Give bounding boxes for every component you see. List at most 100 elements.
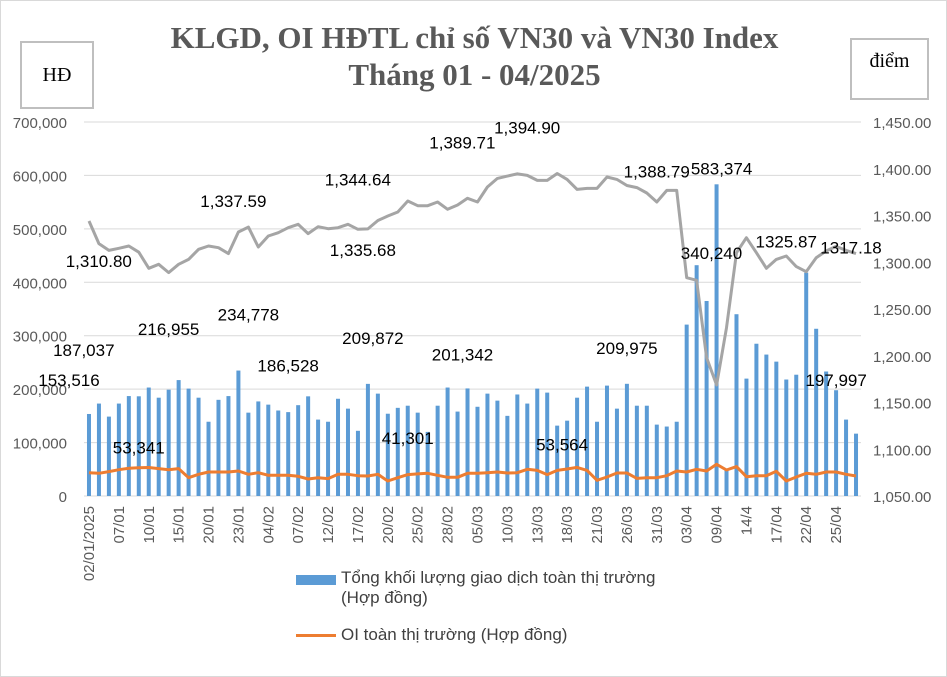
volume-bar <box>714 184 719 497</box>
legend-volume-line2: (Hợp đồng) <box>341 588 428 607</box>
volume-bar <box>385 413 390 496</box>
volume-bar <box>196 397 201 496</box>
x-tick-label: 02/01/2025 <box>81 506 98 581</box>
volume-bar <box>206 421 211 496</box>
volume-bar <box>445 387 450 496</box>
x-tick-label: 09/04 <box>709 506 726 544</box>
volume-bar <box>216 399 221 496</box>
volume-bar <box>694 265 699 496</box>
data-label: 53,564 <box>536 435 588 454</box>
volume-bar <box>345 408 350 496</box>
legend-label-volume: Tổng khối lượng giao dịch toàn thị trườn… <box>341 568 655 608</box>
volume-bar <box>545 392 550 496</box>
volume-bar <box>146 387 151 496</box>
data-label: 187,037 <box>53 341 114 360</box>
volume-bar <box>604 385 609 496</box>
volume-bar <box>395 407 400 496</box>
data-label: 1,337.59 <box>200 192 266 211</box>
x-tick-label: 23/01 <box>230 506 247 544</box>
x-tick-label: 22/04 <box>798 506 815 544</box>
legend-label-oi: OI toàn thị trường (Hợp đồng) <box>341 625 568 644</box>
data-label: 209,872 <box>342 329 403 348</box>
volume-bar <box>654 424 659 496</box>
volume-bar <box>624 383 629 496</box>
volume-bar <box>166 389 171 496</box>
volume-bar <box>485 393 490 496</box>
volume-bar <box>854 433 859 496</box>
x-tick-label: 18/03 <box>559 506 576 544</box>
left-unit-label: HĐ <box>20 41 94 109</box>
x-tick-label: 17/02 <box>350 506 367 544</box>
left-tick-label: 600,000 <box>13 168 67 185</box>
volume-bar <box>814 328 819 496</box>
x-tick-label: 10/01 <box>141 506 158 544</box>
volume-bar <box>136 396 141 496</box>
volume-bar <box>555 425 560 496</box>
volume-bar <box>644 405 649 496</box>
volume-bar <box>764 354 769 496</box>
volume-bar <box>684 324 689 496</box>
left-tick-label: 500,000 <box>13 222 67 239</box>
volume-bar <box>565 420 570 496</box>
x-tick-label: 03/04 <box>679 506 696 544</box>
right-tick-label: 1,300.00 <box>873 255 931 272</box>
data-label: 1325.87 <box>755 233 816 252</box>
volume-bar <box>435 405 440 496</box>
title-line-1: KLGD, OI HĐTL chỉ số VN30 và VN30 Index <box>170 20 779 55</box>
x-tick-label: 14/4 <box>738 506 755 535</box>
legend-swatch-oi <box>296 634 336 637</box>
x-tick-label: 10/03 <box>499 506 516 544</box>
volume-bar <box>674 421 679 496</box>
volume-bar <box>664 426 669 496</box>
volume-bar <box>306 396 311 496</box>
data-label: 197,997 <box>805 371 866 390</box>
legend-volume-line1: Tổng khối lượng giao dịch toàn thị trườn… <box>341 568 656 587</box>
volume-bar <box>276 410 281 496</box>
volume-bar <box>595 421 600 496</box>
left-tick-label: 700,000 <box>13 115 67 132</box>
x-tick-label: 20/02 <box>380 506 397 544</box>
volume-bar <box>634 405 639 496</box>
volume-bar <box>405 405 410 496</box>
data-label: 1317.18 <box>820 239 881 258</box>
data-label: 209,975 <box>596 339 657 358</box>
volume-bar <box>365 383 370 496</box>
left-tick-label: 100,000 <box>13 436 67 453</box>
x-tick-label: 17/04 <box>768 506 785 544</box>
volume-bar <box>475 406 480 496</box>
title-line-2: Tháng 01 - 04/2025 <box>348 57 601 92</box>
volume-bar <box>834 390 839 496</box>
data-label: 1,344.64 <box>325 171 391 190</box>
x-tick-label: 25/04 <box>828 506 845 544</box>
x-tick-label: 12/02 <box>320 506 337 544</box>
volume-bar <box>525 403 530 496</box>
volume-bar <box>156 397 161 496</box>
x-tick-label: 04/02 <box>260 506 277 544</box>
volume-bar <box>355 430 360 496</box>
data-label: 216,955 <box>138 320 199 339</box>
volume-bar <box>824 371 829 496</box>
volume-bar <box>106 416 111 496</box>
volume-bar <box>226 396 231 496</box>
right-tick-label: 1,250.00 <box>873 302 931 319</box>
data-label: 1,389.71 <box>429 133 495 152</box>
volume-bar <box>246 412 251 496</box>
volume-bar <box>774 361 779 496</box>
volume-bar <box>614 408 619 496</box>
volume-bar <box>724 470 729 496</box>
x-tick-label: 15/01 <box>171 506 188 544</box>
volume-bar <box>575 397 580 496</box>
x-tick-label: 05/03 <box>469 506 486 544</box>
volume-bar <box>744 378 749 496</box>
x-tick-label: 07/02 <box>290 506 307 544</box>
volume-bar <box>784 379 789 496</box>
volume-bar <box>515 394 520 496</box>
data-label: 340,240 <box>681 244 742 263</box>
volume-bar <box>116 403 121 496</box>
volume-bar <box>794 374 799 496</box>
volume-bar <box>754 343 759 496</box>
volume-bar <box>96 403 101 496</box>
volume-bar <box>734 314 739 496</box>
